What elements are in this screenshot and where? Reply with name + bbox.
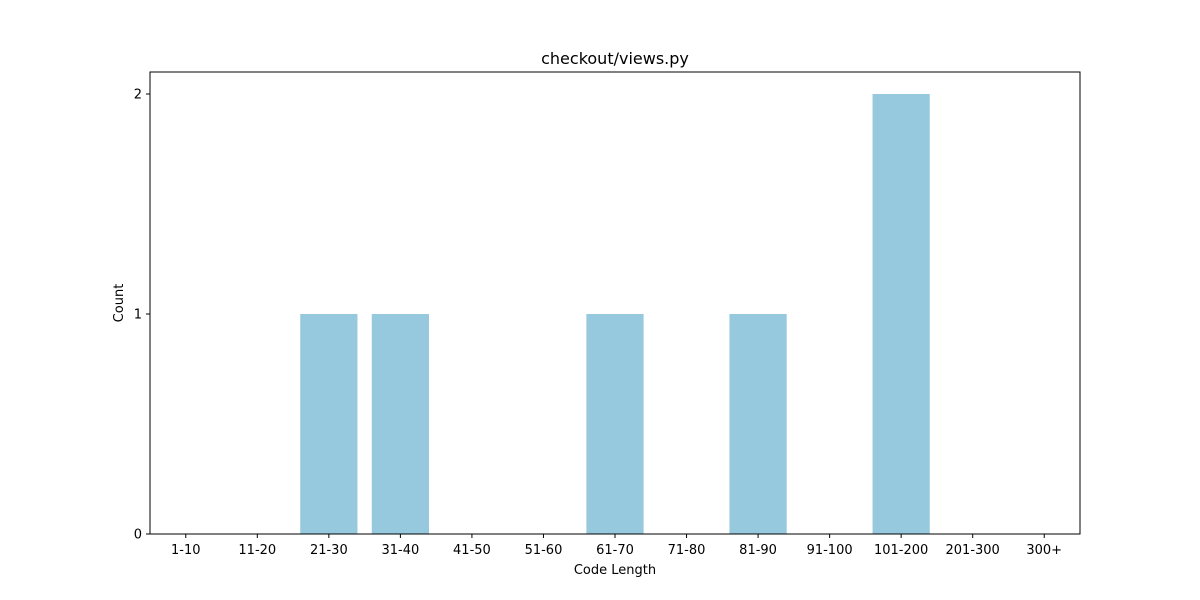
- x-axis: 1-10 11-20 21-30 31-40 41-50 51-60 61-70 71-80 8…: [171, 534, 1062, 558]
- bar-21-30: [300, 314, 358, 534]
- chart-title: checkout/views.py: [541, 49, 689, 68]
- bar-31-40: [371, 314, 429, 534]
- x-axis-label: Code Length: [574, 563, 656, 578]
- bar-101-200: [872, 94, 930, 534]
- x-tick-label: 91-100: [807, 543, 853, 558]
- x-tick-label: 41-50: [453, 543, 491, 558]
- y-axis: 0 1 2: [134, 88, 150, 543]
- x-tick-label: 71-80: [668, 543, 706, 558]
- x-tick-label: 31-40: [381, 543, 419, 558]
- x-tick-label: 51-60: [525, 543, 563, 558]
- bar-81-90: [729, 314, 787, 534]
- x-tick-label: 21-30: [310, 543, 348, 558]
- x-tick-label: 81-90: [739, 543, 777, 558]
- x-tick-label: 11-20: [238, 543, 276, 558]
- bar-61-70: [586, 314, 644, 534]
- y-tick-label: 1: [134, 308, 142, 323]
- x-tick-label: 1-10: [171, 543, 201, 558]
- y-tick-label: 2: [134, 88, 142, 103]
- x-tick-label: 61-70: [596, 543, 634, 558]
- y-axis-label: Count: [112, 284, 127, 323]
- x-tick-label: 300+: [1026, 543, 1062, 558]
- x-tick-label: 101-200: [874, 543, 928, 558]
- bars-layer: [300, 94, 930, 534]
- x-tick-label: 201-300: [946, 543, 1000, 558]
- y-tick-label: 0: [134, 528, 142, 543]
